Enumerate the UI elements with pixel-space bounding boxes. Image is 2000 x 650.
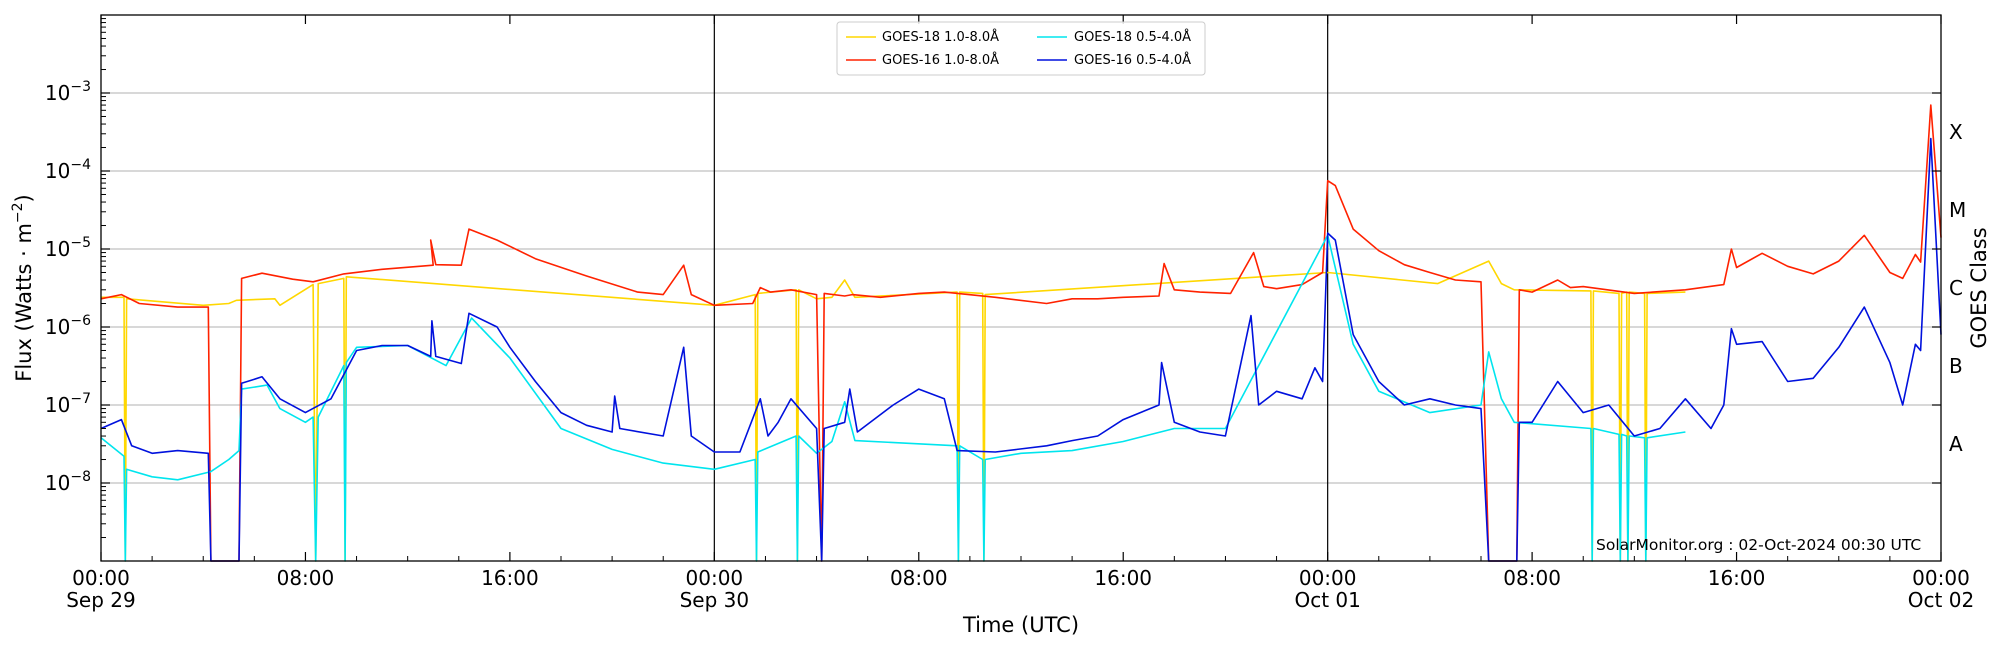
x-tick-label-7: 08:00	[1503, 566, 1561, 590]
y-tick-label-2: 10−6	[45, 313, 91, 339]
y-axis-label-close: )	[12, 194, 36, 202]
right-axis-label: GOES Class	[1967, 227, 1991, 348]
x-date-label-9: Oct 02	[1908, 588, 1974, 612]
legend-label-goes18-long: GOES-18 1.0-8.0Å	[882, 29, 999, 45]
y-axis-label-main: Flux (Watts · m	[12, 223, 36, 382]
x-tick-label-9: 00:00	[1912, 566, 1970, 590]
y-tick-label-exponent: −4	[70, 157, 91, 173]
goes-class-c: C	[1949, 276, 1963, 300]
legend-label-goes16-long: GOES-16 1.0-8.0Å	[882, 52, 999, 68]
x-tick-label-2: 16:00	[481, 566, 539, 590]
y-tick-label-base: 10	[45, 159, 70, 183]
x-date-label-6: Oct 01	[1294, 588, 1360, 612]
y-tick-label-exponent: −8	[70, 469, 91, 485]
goes-class-b: B	[1949, 354, 1963, 378]
y-tick-label-5: 10−3	[45, 79, 91, 105]
y-tick-label-exponent: −3	[70, 79, 91, 95]
credit-text: SolarMonitor.org : 02-Oct-2024 00:30 UTC	[1596, 536, 1921, 554]
series-lines	[100, 104, 1942, 562]
x-tick-label-8: 16:00	[1708, 566, 1766, 590]
y-tick-label-base: 10	[45, 237, 70, 261]
x-date-label-0: Sep 29	[66, 588, 136, 612]
y-tick-label-base: 10	[45, 315, 70, 339]
y-axis-label-exponent: −2	[10, 202, 26, 223]
y-tick-label-base: 10	[45, 471, 70, 495]
y-axis-label: Flux (Watts · m−2)	[10, 194, 36, 382]
series-line-3	[100, 137, 1942, 562]
x-tick-label-4: 08:00	[890, 566, 948, 590]
day-boundary-lines	[713, 15, 1329, 561]
y-tick-label-exponent: −6	[70, 313, 91, 329]
x-tick-label-6: 00:00	[1299, 566, 1357, 590]
y-tick-label-1: 10−7	[45, 391, 91, 417]
x-axis-label: Time (UTC)	[962, 613, 1079, 637]
y-tick-label-3: 10−5	[45, 235, 91, 261]
goes-class-x: X	[1949, 120, 1963, 144]
plot-frame	[100, 14, 1942, 562]
goes-class-m: M	[1949, 198, 1966, 222]
axis-ticks	[100, 15, 1942, 561]
grid-lines	[101, 92, 1941, 484]
y-tick-label-base: 10	[45, 393, 70, 417]
x-date-label-3: Sep 30	[680, 588, 750, 612]
series-line-2	[100, 234, 1686, 562]
y-tick-label-exponent: −7	[70, 391, 91, 407]
x-tick-label-5: 16:00	[1094, 566, 1152, 590]
goes-class-a: A	[1949, 432, 1963, 456]
y-tick-label-base: 10	[45, 81, 70, 105]
series-line-0	[101, 260, 1686, 562]
y-tick-label-exponent: −5	[70, 235, 91, 251]
x-tick-label-1: 08:00	[277, 566, 335, 590]
x-tick-label-0: 00:00	[72, 566, 130, 590]
legend: GOES-18 1.0-8.0Å GOES-16 1.0-8.0Å GOES-1…	[836, 21, 1206, 76]
x-tick-label-3: 00:00	[686, 566, 744, 590]
series-line-1	[100, 104, 1942, 562]
y-tick-label-0: 10−8	[45, 469, 91, 495]
y-tick-label-4: 10−4	[45, 157, 91, 183]
legend-label-goes16-short: GOES-16 0.5-4.0Å	[1074, 52, 1191, 68]
legend-box	[836, 21, 1206, 76]
legend-label-goes18-short: GOES-18 0.5-4.0Å	[1074, 29, 1191, 45]
